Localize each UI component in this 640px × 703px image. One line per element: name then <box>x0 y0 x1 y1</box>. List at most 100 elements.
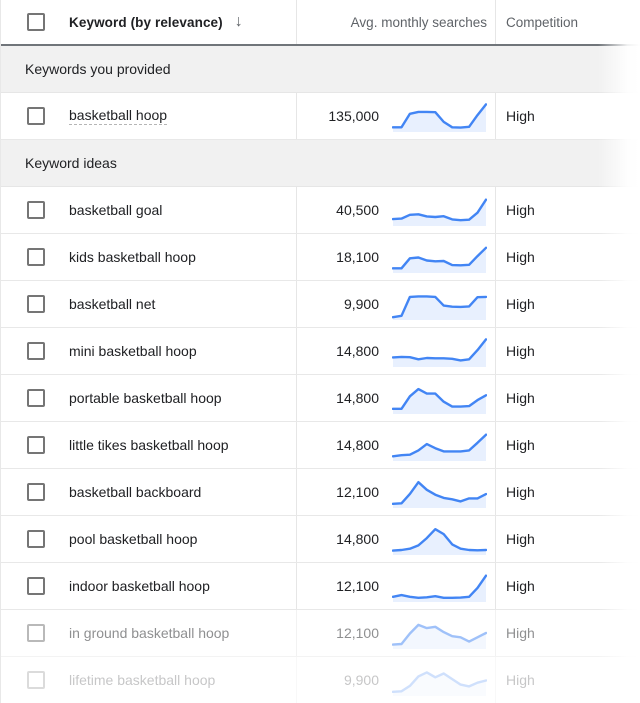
competition-cell: High <box>495 610 640 656</box>
competition-column-header[interactable]: Competition <box>506 14 579 30</box>
trend-sparkline-chart[interactable] <box>392 523 487 556</box>
trend-sparkline-chart[interactable] <box>392 429 487 462</box>
sparkline-area <box>393 434 486 461</box>
table-body: Keywords you provided basketball hoop 13… <box>1 46 640 703</box>
keyword-cell: kids basketball hoop <box>1 234 296 280</box>
competition-cell: High <box>495 187 640 233</box>
keyword-row: indoor basketball hoop 12,100 High <box>1 563 640 610</box>
keyword-header-cell: Keyword (by relevance) ↓ <box>1 0 296 44</box>
keyword-row: basketball hoop 135,000 High <box>1 93 640 140</box>
avg-monthly-searches-value: 40,500 <box>336 202 379 218</box>
competition-value: High <box>506 108 535 124</box>
sparkline-line <box>392 480 487 505</box>
competition-cell: High <box>495 234 640 280</box>
row-checkbox[interactable] <box>27 295 45 313</box>
avg-monthly-searches-value: 14,800 <box>336 343 379 359</box>
searches-cell: 14,800 <box>296 422 495 468</box>
keyword-row: pool basketball hoop 14,800 High <box>1 516 640 563</box>
keyword-cell: pool basketball hoop <box>1 516 296 562</box>
searches-cell: 18,100 <box>296 234 495 280</box>
keyword-row: basketball backboard 12,100 High <box>1 469 640 516</box>
sparkline-area <box>393 624 486 649</box>
sparkline-area <box>393 295 486 320</box>
avg-monthly-searches-value: 12,100 <box>336 625 379 641</box>
competition-value: High <box>506 484 535 500</box>
competition-cell: High <box>495 563 640 609</box>
searches-cell: 14,800 <box>296 375 495 421</box>
searches-cell: 14,800 <box>296 328 495 374</box>
keyword-column-header[interactable]: Keyword (by relevance) <box>69 14 223 30</box>
sparkline-area <box>393 199 486 226</box>
row-checkbox[interactable] <box>27 342 45 360</box>
trend-sparkline-chart[interactable] <box>392 570 487 603</box>
trend-sparkline-chart[interactable] <box>392 382 487 415</box>
keyword-text: lifetime basketball hoop <box>69 672 216 688</box>
trend-sparkline-chart[interactable] <box>392 617 487 650</box>
competition-cell: High <box>495 375 640 421</box>
avg-monthly-searches-value: 9,900 <box>343 296 379 312</box>
trend-sparkline-chart[interactable] <box>392 194 487 227</box>
searches-header-cell: Avg. monthly searches <box>296 0 495 44</box>
trend-sparkline-chart[interactable] <box>392 476 487 509</box>
trend-sparkline-chart[interactable] <box>392 335 487 368</box>
competition-cell: High <box>495 281 640 327</box>
row-checkbox[interactable] <box>27 248 45 266</box>
keyword-row: kids basketball hoop 18,100 High <box>1 234 640 281</box>
searches-column-header[interactable]: Avg. monthly searches <box>350 14 487 30</box>
competition-header-cell: Competition <box>495 0 640 44</box>
keyword-cell: little tikes basketball hoop <box>1 422 296 468</box>
competition-value: High <box>506 437 535 453</box>
sparkline-line <box>392 527 487 552</box>
row-checkbox[interactable] <box>27 577 45 595</box>
sparkline-area <box>393 388 486 414</box>
row-checkbox[interactable] <box>27 107 45 125</box>
trend-sparkline-chart[interactable] <box>392 241 487 274</box>
row-checkbox[interactable] <box>27 389 45 407</box>
row-checkbox[interactable] <box>27 530 45 548</box>
competition-cell: High <box>495 469 640 515</box>
keyword-row: basketball goal 40,500 High <box>1 187 640 234</box>
row-checkbox[interactable] <box>27 483 45 501</box>
row-checkbox[interactable] <box>27 436 45 454</box>
searches-cell: 12,100 <box>296 610 495 656</box>
competition-cell: High <box>495 422 640 468</box>
keyword-row: basketball net 9,900 High <box>1 281 640 328</box>
keyword-text: pool basketball hoop <box>69 531 198 547</box>
sparkline-area <box>393 247 486 273</box>
keyword-text: basketball backboard <box>69 484 202 500</box>
searches-cell: 9,900 <box>296 281 495 327</box>
sparkline-line <box>392 337 487 362</box>
competition-cell: High <box>495 516 640 562</box>
trend-sparkline-chart[interactable] <box>392 100 487 133</box>
sort-descending-icon[interactable]: ↓ <box>234 13 243 30</box>
sparkline-line <box>392 387 487 410</box>
row-checkbox[interactable] <box>27 624 45 642</box>
trend-sparkline-chart[interactable] <box>392 664 487 697</box>
sparkline-line <box>392 246 487 269</box>
select-all-checkbox[interactable] <box>27 13 45 31</box>
trend-sparkline-chart[interactable] <box>392 288 487 321</box>
sparkline-line <box>392 102 487 129</box>
section-header-row: Keywords you provided <box>1 46 640 93</box>
sparkline-line <box>392 433 487 457</box>
searches-cell: 9,900 <box>296 657 495 703</box>
avg-monthly-searches-value: 135,000 <box>328 108 379 124</box>
keyword-row: portable basketball hoop 14,800 High <box>1 375 640 422</box>
keyword-cell: basketball backboard <box>1 469 296 515</box>
row-checkbox[interactable] <box>27 671 45 689</box>
sparkline-area <box>393 338 486 367</box>
row-checkbox[interactable] <box>27 201 45 219</box>
keyword-row: little tikes basketball hoop 14,800 High <box>1 422 640 469</box>
competition-value: High <box>506 578 535 594</box>
avg-monthly-searches-value: 14,800 <box>336 437 379 453</box>
competition-value: High <box>506 531 535 547</box>
keyword-text: kids basketball hoop <box>69 249 196 265</box>
avg-monthly-searches-value: 12,100 <box>336 484 379 500</box>
keyword-row: in ground basketball hoop 12,100 High <box>1 610 640 657</box>
sparkline-line <box>392 294 487 318</box>
competition-value: High <box>506 343 535 359</box>
competition-value: High <box>506 672 535 688</box>
sparkline-area <box>393 528 486 555</box>
sparkline-line <box>392 623 487 646</box>
competition-cell: High <box>495 93 640 139</box>
